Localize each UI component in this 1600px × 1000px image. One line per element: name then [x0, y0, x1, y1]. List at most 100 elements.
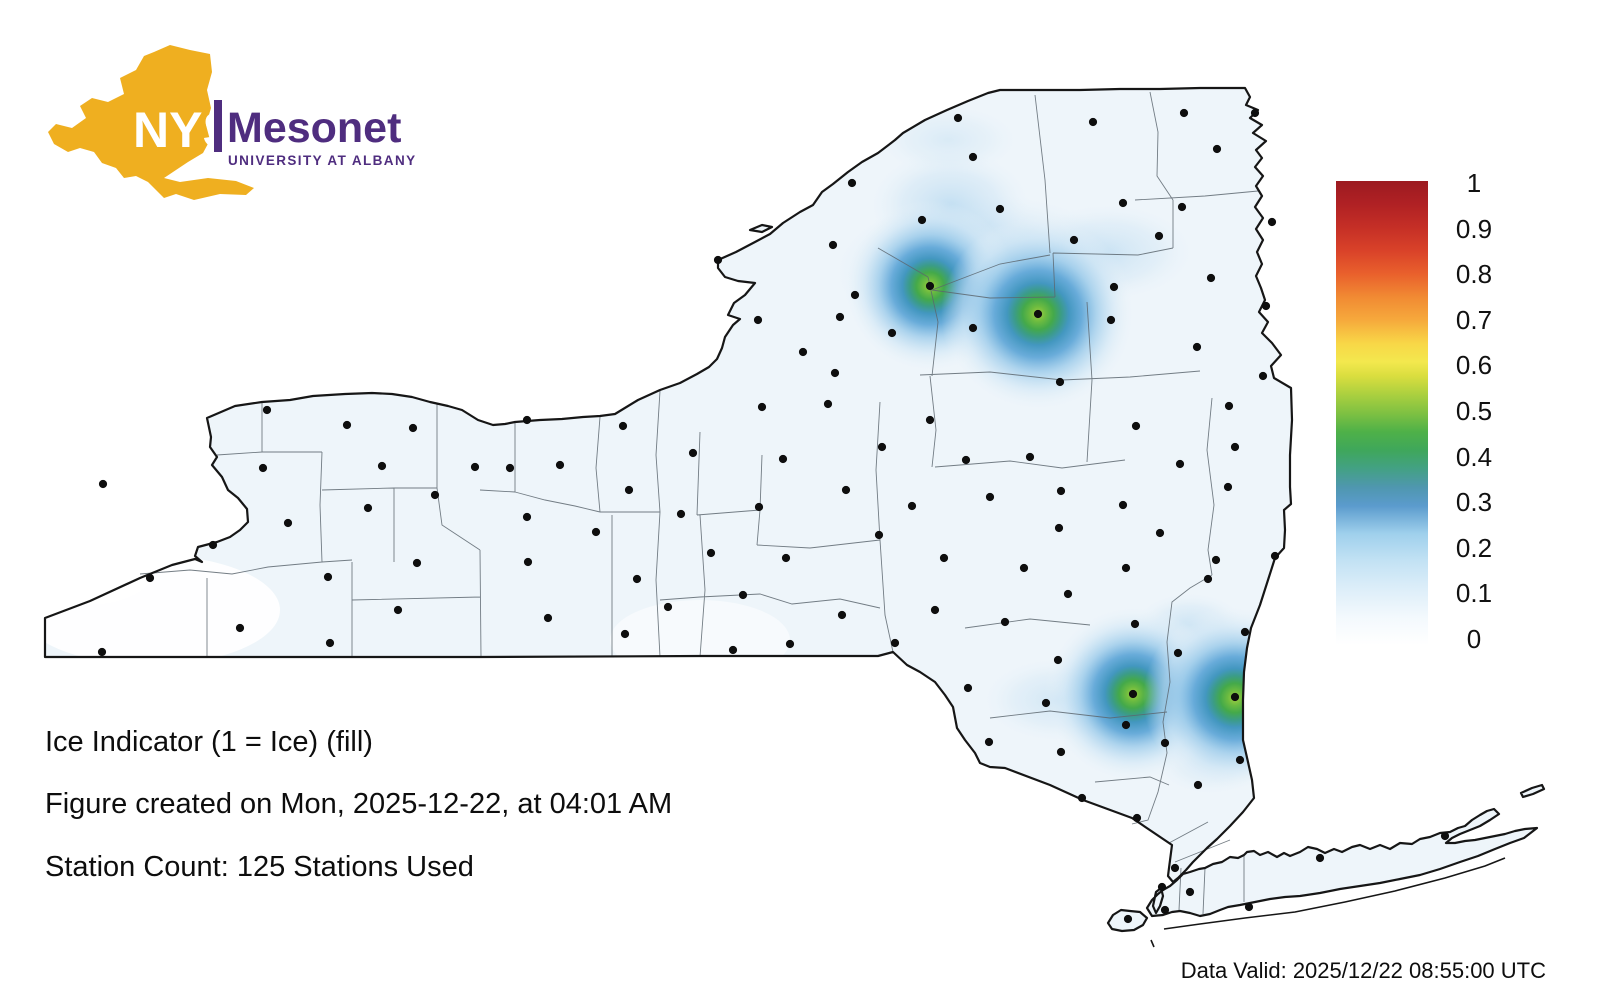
station-dot — [1118, 500, 1128, 510]
station-dot — [1063, 589, 1073, 599]
caption-station-count-label: Station Count: 125 Stations Used — [45, 851, 474, 883]
station-dot — [1177, 202, 1187, 212]
station-dot — [1267, 217, 1277, 227]
station-dot — [1193, 780, 1203, 790]
station-dot — [1192, 342, 1202, 352]
station-dot — [754, 502, 764, 512]
station-dot — [778, 454, 788, 464]
state-border — [43, 86, 1546, 933]
station-dot — [1121, 720, 1131, 730]
station-dot — [713, 255, 723, 265]
station-dot — [1033, 309, 1043, 319]
colorbar-tick-label: 0.4 — [1455, 441, 1493, 472]
station-dot — [877, 442, 887, 452]
station-dot — [887, 328, 897, 338]
logo-university-text: UNIVERSITY AT ALBANY — [228, 153, 417, 168]
station-dot — [1175, 459, 1185, 469]
station-dot — [1118, 198, 1128, 208]
station-dot — [890, 638, 900, 648]
station-dot — [930, 605, 940, 615]
colorbar-tick-label: 0.8 — [1455, 259, 1493, 290]
colorbar-tick-label: 0.7 — [1455, 304, 1493, 335]
barrier-island-coastline — [1150, 857, 1506, 948]
station-dot — [1123, 914, 1133, 924]
station-dot — [925, 281, 935, 291]
ny-state-logo-shape — [48, 45, 254, 200]
station-dot — [798, 347, 808, 357]
station-dot — [1160, 905, 1170, 915]
station-dot — [1160, 738, 1170, 748]
station-dot — [835, 312, 845, 322]
station-dot — [1315, 853, 1325, 863]
station-dot — [470, 462, 480, 472]
station-dot — [1235, 755, 1245, 765]
station-dot — [688, 448, 698, 458]
station-dot — [1440, 831, 1450, 841]
station-dot — [1041, 698, 1051, 708]
station-dot — [1211, 555, 1221, 565]
station-dot — [1053, 655, 1063, 665]
station-dot — [1132, 813, 1142, 823]
station-dot — [1054, 523, 1064, 533]
station-dot — [1056, 747, 1066, 757]
station-dot — [543, 613, 553, 623]
station-dot — [591, 527, 601, 537]
station-dot — [757, 402, 767, 412]
station-dot — [258, 463, 268, 473]
station-dot — [961, 455, 971, 465]
station-dot — [235, 623, 245, 633]
station-dot — [1025, 452, 1035, 462]
logo-mesonet-text: Mesonet — [227, 104, 401, 152]
station-dot — [995, 204, 1005, 214]
colorbar-tick-label: 0 — [1466, 624, 1482, 654]
station-dot — [850, 290, 860, 300]
station-dot — [618, 421, 628, 431]
station-dot — [1131, 421, 1141, 431]
colorbar-tick-label: 0.3 — [1455, 487, 1493, 518]
station-dot — [430, 490, 440, 500]
colorbar-tick-label: 1 — [1466, 168, 1482, 198]
station-dot — [823, 399, 833, 409]
station-dot — [917, 215, 927, 225]
station-dot — [1128, 689, 1138, 699]
station-dots — [97, 108, 1450, 924]
station-dot — [907, 501, 917, 511]
station-dot — [1240, 627, 1250, 637]
station-dot — [98, 479, 108, 489]
station-dot — [953, 113, 963, 123]
station-dot — [781, 553, 791, 563]
logo-divider-bar — [214, 100, 222, 152]
nys-mesonet-logo: NYS Mesonet UNIVERSITY AT ALBANY — [48, 45, 417, 200]
station-dot — [145, 573, 155, 583]
low-value-patch — [45, 555, 280, 665]
station-dot — [828, 240, 838, 250]
ice-halo — [878, 105, 1018, 175]
station-dot — [706, 548, 716, 558]
colorbar-gradient — [1336, 181, 1428, 645]
station-dot — [1069, 235, 1079, 245]
station-dot — [1170, 863, 1180, 873]
station-dot — [1019, 563, 1029, 573]
station-dot — [1056, 486, 1066, 496]
station-dot — [963, 683, 973, 693]
county-boundaries — [139, 91, 1259, 915]
station-dot — [1206, 273, 1216, 283]
station-dot — [738, 590, 748, 600]
colorbar-tick-label: 0.2 — [1455, 532, 1493, 563]
station-dot — [925, 415, 935, 425]
station-dot — [1230, 442, 1240, 452]
station-dot — [342, 420, 352, 430]
station-dot — [676, 509, 686, 519]
station-dot — [968, 152, 978, 162]
station-dot — [985, 492, 995, 502]
station-dot — [283, 518, 293, 528]
low-value-patch — [610, 600, 790, 680]
station-dot — [522, 512, 532, 522]
station-dot — [1185, 887, 1195, 897]
station-dot — [663, 602, 673, 612]
station-dot — [728, 645, 738, 655]
station-dot — [323, 572, 333, 582]
station-dot — [1270, 551, 1280, 561]
